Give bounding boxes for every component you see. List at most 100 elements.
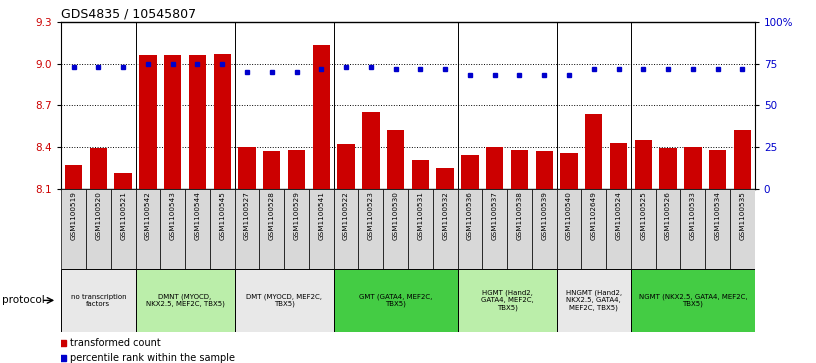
FancyBboxPatch shape [631, 189, 656, 269]
Text: GSM1100536: GSM1100536 [467, 191, 473, 240]
FancyBboxPatch shape [309, 189, 334, 269]
Text: GMT (GATA4, MEF2C,
TBX5): GMT (GATA4, MEF2C, TBX5) [359, 293, 432, 307]
Text: GSM1100530: GSM1100530 [392, 191, 398, 240]
Text: GSM1100524: GSM1100524 [615, 191, 622, 240]
FancyBboxPatch shape [284, 189, 309, 269]
Bar [90, 148, 107, 189]
Bar [437, 168, 454, 189]
Bar [461, 155, 479, 189]
FancyBboxPatch shape [458, 269, 557, 332]
FancyBboxPatch shape [681, 189, 705, 269]
FancyBboxPatch shape [135, 269, 235, 332]
Text: GSM1100541: GSM1100541 [318, 191, 324, 240]
Bar [709, 150, 726, 189]
Text: GSM1100531: GSM1100531 [418, 191, 424, 240]
FancyBboxPatch shape [185, 189, 210, 269]
Text: GSM1100533: GSM1100533 [690, 191, 696, 240]
Bar [288, 150, 305, 189]
Text: protocol: protocol [2, 295, 44, 305]
Bar [684, 147, 702, 189]
Bar [313, 45, 330, 189]
Bar [164, 55, 181, 189]
FancyBboxPatch shape [482, 189, 507, 269]
Text: GSM1100537: GSM1100537 [492, 191, 498, 240]
Text: GSM1100539: GSM1100539 [541, 191, 548, 240]
Text: GSM1100529: GSM1100529 [294, 191, 299, 240]
Text: GSM1100528: GSM1100528 [268, 191, 275, 240]
FancyBboxPatch shape [705, 189, 730, 269]
FancyBboxPatch shape [61, 189, 86, 269]
Text: GSM1100538: GSM1100538 [517, 191, 522, 240]
Bar [65, 165, 82, 189]
FancyBboxPatch shape [334, 189, 358, 269]
FancyBboxPatch shape [210, 189, 235, 269]
FancyBboxPatch shape [557, 189, 582, 269]
Text: HNGMT (Hand2,
NKX2.5, GATA4,
MEF2C, TBX5): HNGMT (Hand2, NKX2.5, GATA4, MEF2C, TBX5… [565, 290, 622, 311]
FancyBboxPatch shape [135, 189, 160, 269]
Bar [114, 174, 132, 189]
Bar [263, 151, 281, 189]
Bar [610, 143, 628, 189]
FancyBboxPatch shape [358, 189, 384, 269]
Text: GSM1102649: GSM1102649 [591, 191, 596, 240]
Bar [337, 144, 355, 189]
Text: GDS4835 / 10545807: GDS4835 / 10545807 [61, 8, 197, 21]
Text: GSM1100542: GSM1100542 [145, 191, 151, 240]
FancyBboxPatch shape [235, 189, 259, 269]
Text: GSM1100522: GSM1100522 [343, 191, 349, 240]
Text: GSM1100543: GSM1100543 [170, 191, 175, 240]
Text: percentile rank within the sample: percentile rank within the sample [70, 353, 235, 363]
Bar [140, 55, 157, 189]
Bar [238, 147, 255, 189]
FancyBboxPatch shape [259, 189, 284, 269]
FancyBboxPatch shape [408, 189, 432, 269]
FancyBboxPatch shape [86, 189, 111, 269]
Bar [635, 140, 652, 189]
FancyBboxPatch shape [532, 189, 557, 269]
FancyBboxPatch shape [235, 269, 334, 332]
Bar [734, 130, 751, 189]
Text: GSM1100525: GSM1100525 [641, 191, 646, 240]
Bar [535, 151, 553, 189]
Text: GSM1100519: GSM1100519 [71, 191, 77, 240]
FancyBboxPatch shape [61, 269, 135, 332]
Text: GSM1100544: GSM1100544 [194, 191, 201, 240]
Text: DMT (MYOCD, MEF2C,
TBX5): DMT (MYOCD, MEF2C, TBX5) [246, 293, 322, 307]
Bar [561, 152, 578, 189]
Text: GSM1100521: GSM1100521 [120, 191, 126, 240]
FancyBboxPatch shape [458, 189, 482, 269]
Bar [585, 114, 602, 189]
Text: GSM1100532: GSM1100532 [442, 191, 448, 240]
Text: DMNT (MYOCD,
NKX2.5, MEF2C, TBX5): DMNT (MYOCD, NKX2.5, MEF2C, TBX5) [145, 293, 224, 307]
Text: HGMT (Hand2,
GATA4, MEF2C,
TBX5): HGMT (Hand2, GATA4, MEF2C, TBX5) [481, 290, 534, 311]
FancyBboxPatch shape [606, 189, 631, 269]
FancyBboxPatch shape [160, 189, 185, 269]
FancyBboxPatch shape [730, 189, 755, 269]
Bar [486, 147, 503, 189]
FancyBboxPatch shape [111, 189, 135, 269]
Bar [412, 159, 429, 189]
FancyBboxPatch shape [432, 189, 458, 269]
Text: GSM1100527: GSM1100527 [244, 191, 250, 240]
Bar [387, 130, 404, 189]
FancyBboxPatch shape [334, 269, 458, 332]
Bar [659, 148, 676, 189]
FancyBboxPatch shape [582, 189, 606, 269]
Text: GSM1100520: GSM1100520 [95, 191, 101, 240]
Bar [362, 112, 379, 189]
Text: transformed count: transformed count [70, 338, 161, 348]
FancyBboxPatch shape [384, 189, 408, 269]
Text: GSM1100540: GSM1100540 [566, 191, 572, 240]
Bar [214, 54, 231, 189]
Text: no transcription
factors: no transcription factors [70, 294, 126, 307]
FancyBboxPatch shape [656, 189, 681, 269]
FancyBboxPatch shape [557, 269, 631, 332]
Text: NGMT (NKX2.5, GATA4, MEF2C,
TBX5): NGMT (NKX2.5, GATA4, MEF2C, TBX5) [639, 293, 747, 307]
FancyBboxPatch shape [631, 269, 755, 332]
Bar [188, 55, 206, 189]
Text: GSM1100523: GSM1100523 [368, 191, 374, 240]
Text: GSM1100535: GSM1100535 [739, 191, 745, 240]
FancyBboxPatch shape [507, 189, 532, 269]
Text: GSM1100534: GSM1100534 [715, 191, 721, 240]
Text: GSM1100545: GSM1100545 [220, 191, 225, 240]
